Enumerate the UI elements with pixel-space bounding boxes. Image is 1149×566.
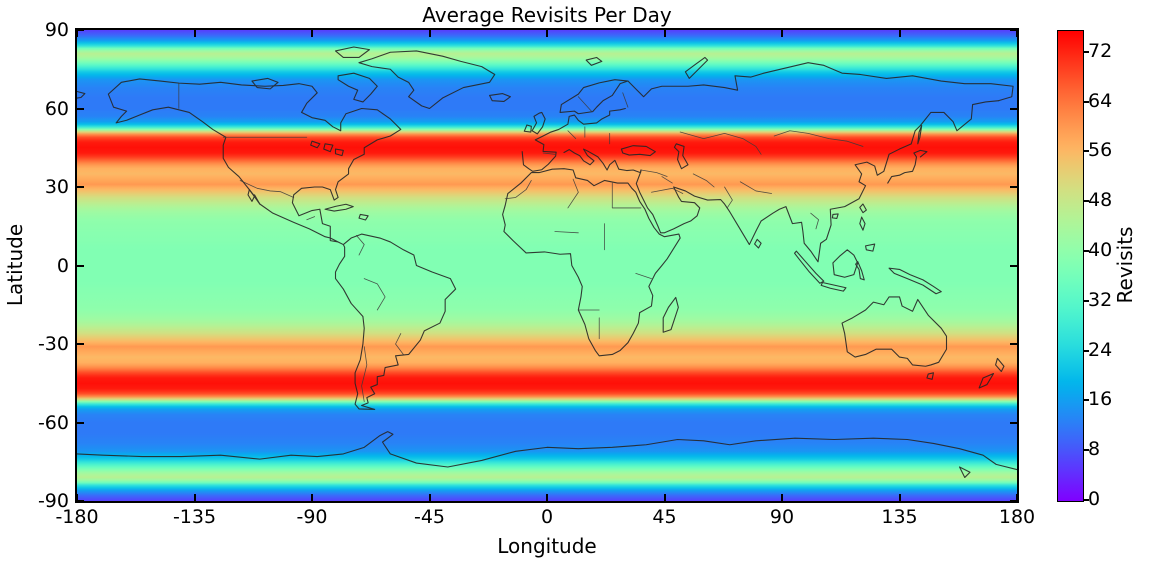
tick-mark [428,494,431,501]
colorbar-tick-mark [1083,150,1089,153]
tick-mark [428,30,431,37]
tick-mark [663,30,666,37]
colorbar-tick-label: 48 [1088,189,1113,212]
x-tick-label: -45 [413,506,446,528]
tick-mark [898,494,901,501]
x-tick-label: 90 [769,506,795,528]
colorbar-tick-label: 24 [1088,338,1113,361]
tick-mark [1016,494,1018,501]
colorbar-tick-mark [1083,349,1089,352]
colorbar-tick-label: 8 [1088,438,1101,461]
map-plot-area [75,28,1019,503]
y-axis-label: Latitude [3,223,27,307]
tick-mark [77,29,84,31]
tick-mark [77,343,84,345]
x-tick-label: 0 [540,506,554,528]
colorbar-tick-label: 64 [1088,89,1113,112]
x-tick-label: 45 [652,506,677,528]
tick-mark [546,494,548,501]
tick-mark [77,186,84,188]
tick-mark [1010,500,1017,502]
y-tick-label: 0 [56,254,69,277]
y-tick-label: -30 [37,333,69,355]
tick-mark [781,494,783,501]
colorbar-tick-label: 56 [1088,139,1113,162]
colorbar-tick-label: 32 [1088,288,1113,311]
tick-mark [77,421,84,424]
x-tick-label: -90 [296,506,328,528]
colorbar-tick-mark [1083,50,1089,53]
colorbar-tick-mark [1083,299,1089,302]
tick-mark [781,30,783,37]
x-tick-label: 135 [881,506,918,528]
colorbar-tick-label: 16 [1088,388,1113,411]
tick-mark [77,500,84,502]
tick-mark [546,30,548,37]
tick-mark [1016,30,1018,37]
x-tick-label: -135 [172,506,217,528]
colorbar-tick-mark [1083,249,1089,252]
tick-mark [77,107,84,110]
revisit-heatmap [77,30,1017,501]
y-tick-label: 60 [44,97,69,120]
tick-mark [1010,29,1017,31]
tick-mark [898,30,901,37]
colorbar-tick-label: 0 [1088,488,1101,510]
colorbar-tick-mark [1083,100,1089,103]
tick-mark [663,494,666,501]
tick-mark [311,30,313,37]
colorbar-tick-label: 40 [1088,238,1113,261]
tick-mark [76,30,78,37]
y-tick-label: -90 [37,490,69,512]
y-tick-label: 90 [44,19,69,41]
chart-title: Average Revisits Per Day [422,3,672,27]
colorbar-tick-label: 72 [1088,39,1113,62]
colorbar-tick-mark [1083,449,1089,452]
tick-mark [1010,421,1017,424]
y-tick-label: 30 [44,176,69,198]
tick-mark [193,494,196,501]
tick-mark [311,494,313,501]
tick-mark [1010,264,1017,267]
tick-mark [1010,186,1017,188]
x-tick-label: -180 [55,506,99,528]
colorbar-axis-label: Revisits [1113,226,1137,304]
x-axis-label: Longitude [497,534,597,558]
x-tick-label: 180 [998,506,1036,528]
colorbar [1057,30,1084,502]
colorbar-tick-mark [1083,499,1089,501]
tick-mark [1010,343,1017,345]
colorbar-tick-mark [1083,200,1089,203]
world-coastlines [77,30,1017,501]
y-tick-label: -60 [37,411,69,434]
tick-mark [193,30,196,37]
colorbar-tick-mark [1083,399,1089,402]
tick-mark [77,264,84,267]
tick-mark [1010,107,1017,110]
country-borders [179,83,863,401]
tick-mark [76,494,78,501]
